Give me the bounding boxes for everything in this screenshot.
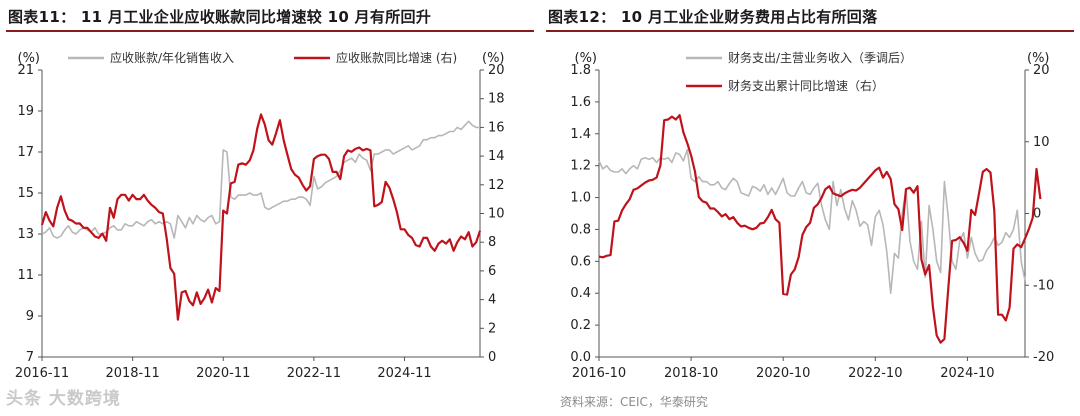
left-tick-label: 0.0 — [570, 350, 591, 365]
left-chart-panel: 图表11： 11 月工业企业应收账款同比增速较 10 月有所回升 7 9 11 13 1… — [6, 8, 534, 409]
right-tick-label: 0 — [1033, 207, 1041, 222]
right-tick-label: 10 — [488, 207, 505, 222]
right-tick-label: 14 — [488, 149, 505, 164]
right-tick-label: 20 — [1033, 63, 1050, 78]
x-tick-label: 2024-10 — [940, 366, 994, 381]
right-tick-label: 8 — [488, 235, 496, 250]
watermark: 头条 大数跨境 — [6, 389, 121, 409]
right-title-rule — [546, 30, 1074, 32]
right-tick-label: -20 — [1033, 350, 1054, 365]
right-tick-label: 6 — [488, 264, 496, 279]
left-tick-label: 0.6 — [570, 254, 591, 269]
right-chart-title: 图表12： 10 月工业企业财务费用占比有所回落 — [548, 8, 878, 26]
left-tick-label: 19 — [17, 104, 34, 119]
series-line-2 — [598, 114, 1042, 344]
x-tick-label: 2022-11 — [287, 366, 341, 381]
legend-label-1: 应收账款/年化销售收入 — [110, 50, 234, 65]
series-line-1 — [598, 148, 1026, 295]
x-tick-label: 2016-11 — [15, 366, 69, 381]
left-tick-label: 11 — [17, 268, 34, 283]
series-line-1 — [41, 120, 480, 239]
right-tick-label: -10 — [1033, 278, 1054, 293]
left-unit-label: (%) — [575, 51, 598, 66]
left-tick-label: 7 — [26, 350, 34, 365]
right-tick-label: 0 — [488, 350, 496, 365]
right-source-note: 资料来源：CEIC，华泰研究 — [560, 395, 708, 409]
right-unit-label: (%) — [482, 51, 505, 66]
right-unit-label: (%) — [1027, 51, 1050, 66]
right-chart-panel: 图表12： 10 月工业企业财务费用占比有所回落 0.0 0.2 0.4 0.6 0.8… — [540, 0, 1080, 416]
left-tick-label: 21 — [17, 63, 34, 78]
left-tick-label: 1.8 — [570, 63, 591, 78]
left-chart-svg: 7 9 11 13 15 17 19 21 0 2 4 6 8 10 12 14 16 18 20 2016-11 20… — [15, 50, 505, 381]
right-tick-label: 4 — [488, 293, 496, 308]
left-tick-label: 1.6 — [570, 95, 591, 110]
x-tick-label: 2024-11 — [377, 366, 431, 381]
left-unit-label: (%) — [18, 51, 41, 66]
left-tick-label: 15 — [17, 186, 34, 201]
right-tick-label: 12 — [488, 178, 505, 193]
left-tick-label: 1.0 — [570, 191, 591, 206]
x-tick-label: 2020-11 — [196, 366, 250, 381]
right-tick-label: 18 — [488, 92, 505, 107]
x-tick-label: 2022-10 — [848, 366, 902, 381]
left-tick-label: 1.2 — [570, 159, 591, 174]
left-tick-label: 0.8 — [570, 222, 591, 237]
x-tick-label: 2020-10 — [756, 366, 810, 381]
x-tick-label: 2018-11 — [105, 366, 159, 381]
right-tick-label: 2 — [488, 321, 496, 336]
left-tick-label: 1.4 — [570, 127, 591, 142]
right-chart-svg: 0.0 0.2 0.4 0.6 0.8 1.0 1.2 1.4 1.6 1.8 -20 -10 0 10 2… — [570, 50, 1054, 381]
legend-label-1: 财务支出/主营业务收入（季调后） — [728, 50, 912, 65]
x-tick-label: 2016-10 — [572, 366, 626, 381]
legend-label-2: 应收账款同比增速 (右) — [336, 50, 457, 65]
left-tick-label: 0.4 — [570, 286, 591, 301]
right-tick-label: 10 — [1033, 135, 1050, 150]
left-title-rule — [6, 30, 534, 32]
series-line-2 — [40, 113, 482, 321]
left-tick-label: 0.2 — [570, 318, 591, 333]
legend-label-2: 财务支出累计同比增速（右） — [728, 78, 884, 93]
left-tick-label: 17 — [17, 145, 34, 160]
left-tick-label: 13 — [17, 227, 34, 242]
x-tick-label: 2018-10 — [664, 366, 718, 381]
right-tick-label: 16 — [488, 120, 505, 135]
left-tick-label: 9 — [26, 309, 34, 324]
left-chart-title: 图表11： 11 月工业企业应收账款同比增速较 10 月有所回升 — [8, 8, 432, 26]
right-tick-label: 20 — [488, 63, 505, 78]
